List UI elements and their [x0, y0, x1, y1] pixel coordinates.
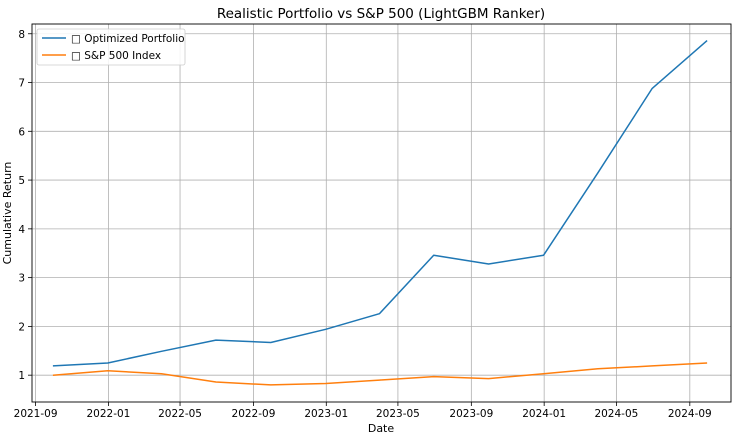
- x-tick-label: 2024-05: [594, 408, 638, 420]
- legend: □ Optimized Portfolio □ S&P 500 Index: [36, 28, 186, 66]
- x-tick-label: 2022-09: [232, 408, 276, 420]
- y-tick-label: 4: [18, 224, 25, 236]
- x-tick-label: 2022-01: [86, 408, 130, 420]
- x-tick-label: 2021-09: [14, 408, 58, 420]
- legend-box: [36, 28, 186, 66]
- x-tick-label: 2024-09: [668, 408, 712, 420]
- series-line-sp500-index: [52, 362, 708, 386]
- y-tick-label: 8: [18, 29, 25, 41]
- legend-entry-sp500: □ S&P 500 Index: [71, 50, 161, 62]
- y-tick-label: 3: [18, 273, 25, 285]
- y-tick-label: 5: [18, 175, 25, 187]
- series-lines: [52, 40, 708, 386]
- y-tick-label: 6: [18, 126, 25, 138]
- y-axis: 1 2 3 4 5 6 7 8: [18, 29, 32, 382]
- x-tick-label: 2023-01: [304, 408, 348, 420]
- legend-entry-optimized: □ Optimized Portfolio: [71, 33, 185, 45]
- x-axis: 2021-09 2022-01 2022-05 2022-09 2023-01 2023-…: [14, 402, 712, 420]
- series-line-optimized-portfolio: [52, 40, 708, 367]
- chart-title: Realistic Portfolio vs S&P 500 (LightGBM…: [217, 6, 545, 22]
- y-axis-label: Cumulative Return: [1, 162, 14, 265]
- x-tick-label: 2023-09: [449, 408, 493, 420]
- x-tick-label: 2023-05: [376, 408, 420, 420]
- y-tick-label: 1: [18, 370, 25, 382]
- grid: [32, 24, 731, 402]
- x-tick-label: 2022-05: [158, 408, 202, 420]
- y-tick-label: 7: [18, 78, 25, 90]
- plot-frame: [31, 23, 732, 403]
- x-axis-label: Date: [368, 422, 395, 435]
- y-tick-label: 2: [18, 321, 25, 333]
- x-tick-label: 2024-01: [522, 408, 566, 420]
